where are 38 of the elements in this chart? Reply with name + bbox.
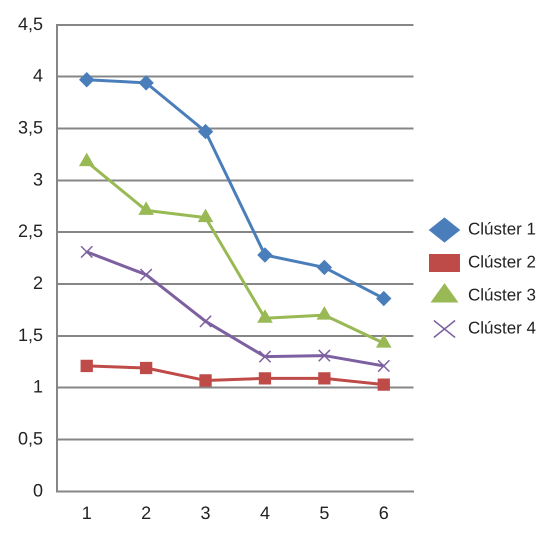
y-tick-label: 4 — [33, 66, 44, 86]
point — [199, 374, 212, 387]
point — [257, 247, 272, 262]
point — [258, 350, 272, 364]
point — [199, 314, 212, 328]
legend-label: Clúster 1 — [468, 220, 536, 239]
y-tick-label: 0,5 — [18, 428, 44, 449]
y-tick-label: 0 — [33, 480, 44, 500]
point — [140, 362, 152, 374]
point — [316, 260, 332, 275]
y-tick-label: 3 — [33, 169, 44, 190]
point — [138, 75, 154, 90]
y-tick-label: 1 — [33, 376, 44, 397]
y-tick-label: 2 — [33, 272, 44, 293]
point — [79, 72, 94, 88]
point — [377, 360, 390, 372]
legend-label: Clúster 3 — [468, 286, 536, 305]
point — [80, 245, 94, 258]
y-tick-label: 4,5 — [18, 14, 44, 34]
y-tick-label: 3,5 — [18, 117, 44, 138]
legend-label: Clúster 4 — [468, 318, 536, 338]
point — [318, 349, 331, 362]
x-tick-label: 5 — [319, 503, 330, 524]
x-tick-label: 3 — [200, 503, 211, 524]
point — [80, 360, 93, 372]
legend-label: Clúster 2 — [468, 252, 536, 272]
y-tick-label: 1,5 — [18, 324, 44, 345]
x-tick-label: 6 — [378, 503, 389, 524]
point — [140, 268, 153, 282]
x-tick-label: 4 — [260, 503, 270, 524]
point — [258, 372, 272, 385]
point — [318, 372, 331, 385]
point — [376, 291, 392, 306]
point — [198, 124, 214, 140]
point — [378, 378, 390, 391]
x-tick-label: 2 — [141, 503, 152, 524]
x-tick-label: 1 — [82, 503, 92, 524]
y-tick-label: 2,5 — [18, 221, 44, 242]
